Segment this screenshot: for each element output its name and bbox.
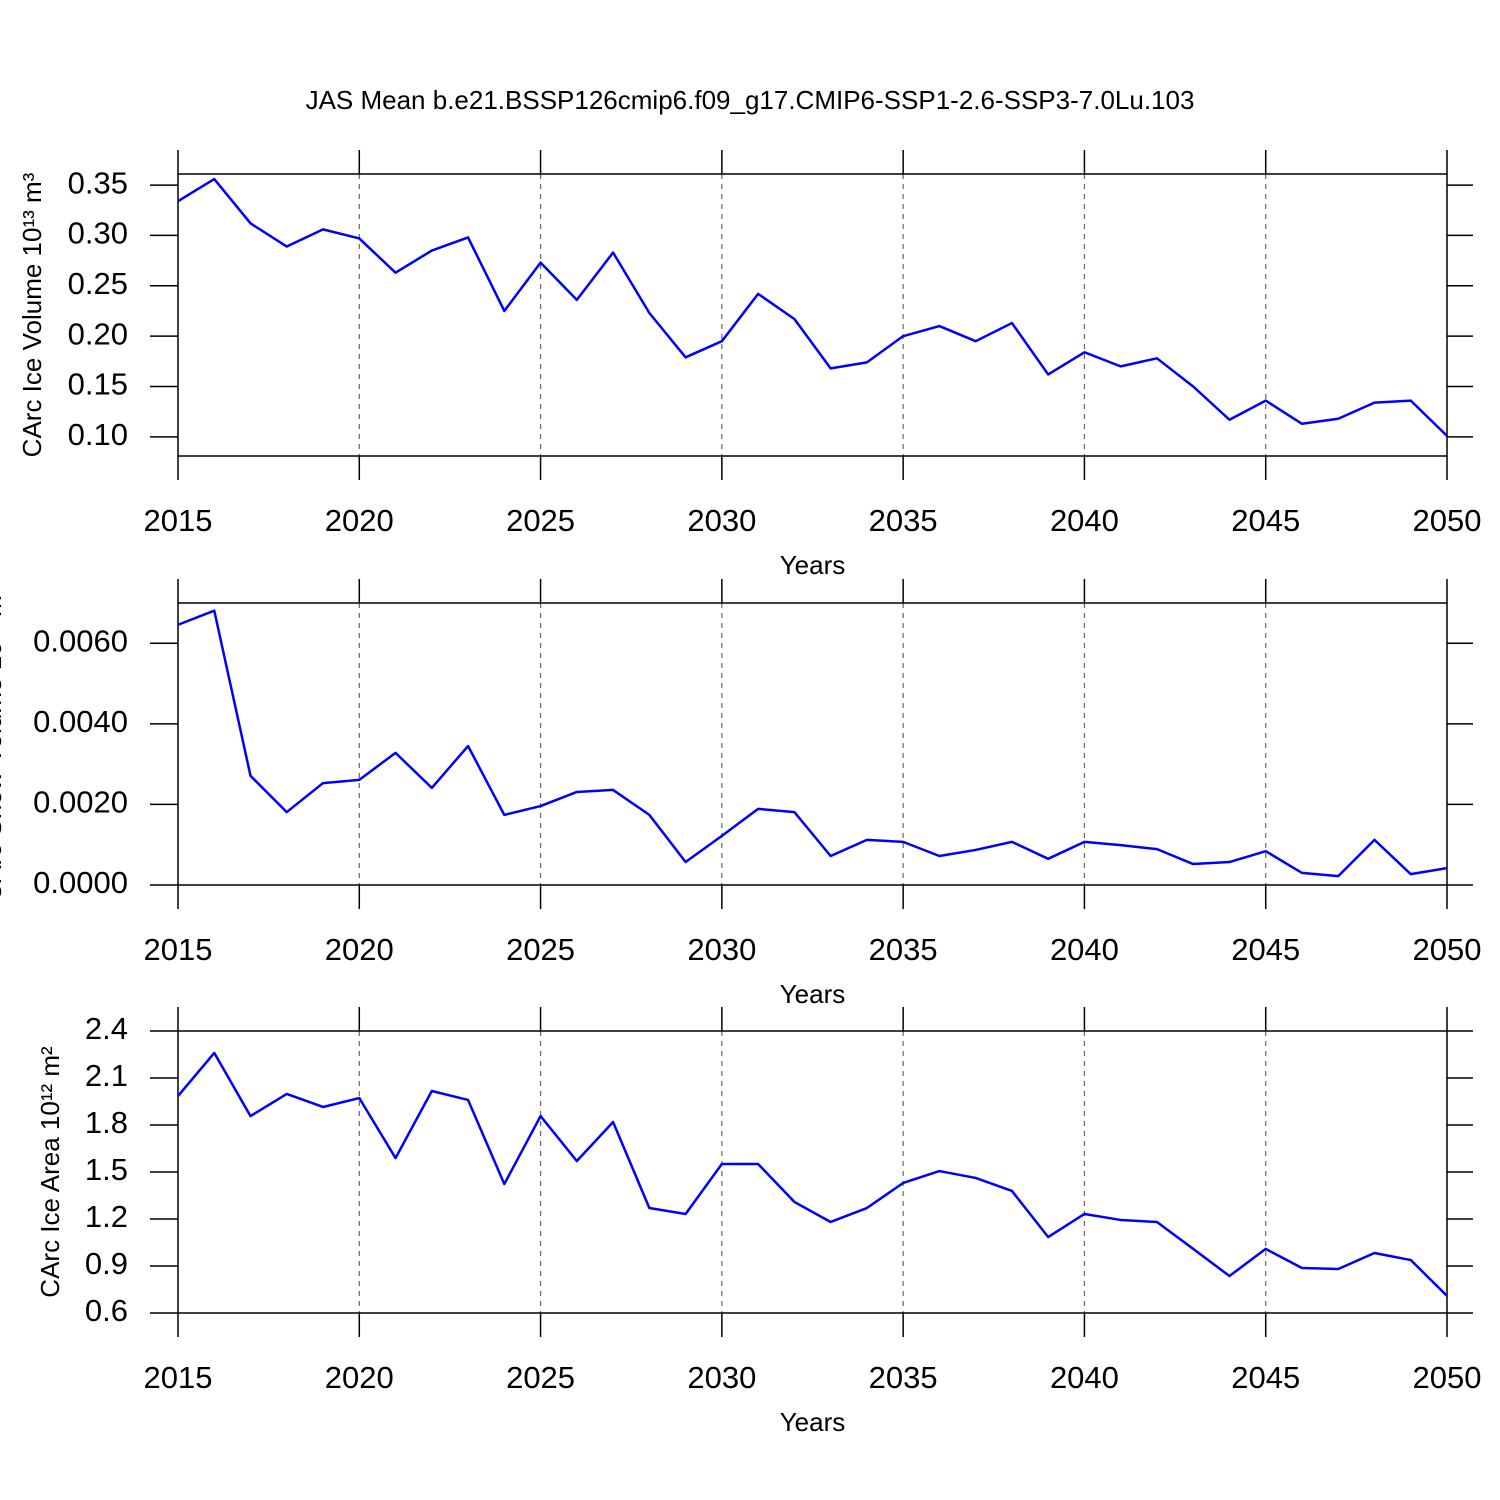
data-line [177,1051,1448,1297]
y-tick-label: 0.0000 [33,865,128,900]
x-tick-label: 2050 [1413,932,1482,967]
y-tick-label: 0.35 [68,165,128,200]
y-tick-label: 0.9 [85,1246,128,1281]
x-tick-label: 2025 [506,1360,575,1395]
x-axis-label: Years [780,979,846,1009]
x-axis-label: Years [780,550,846,580]
x-tick-label: 2020 [325,1360,394,1395]
y-tick-label: 0.6 [85,1293,128,1328]
x-tick-label: 2030 [687,1360,756,1395]
y-tick-label: 1.8 [85,1105,128,1140]
plot-frame [177,602,1448,886]
x-tick-label: 2020 [325,932,394,967]
x-tick-label: 2015 [144,1360,213,1395]
y-axis-label: CArc Ice Area 10¹² m² [35,1046,65,1298]
x-tick-label: 2015 [144,932,213,967]
y-tick-label: 1.5 [85,1152,128,1187]
x-tick-label: 2025 [506,932,575,967]
y-axis-label: CArc Ice Volume 10¹³ m³ [17,172,47,457]
x-tick-label: 2030 [687,503,756,538]
y-tick-label: 2.1 [85,1058,128,1093]
y-tick-label: 0.0020 [33,785,128,820]
x-tick-label: 2025 [506,503,575,538]
x-tick-label: 2020 [325,503,394,538]
x-tick-label: 2035 [869,1360,938,1395]
x-tick-label: 2045 [1231,932,1300,967]
y-tick-label: 1.2 [85,1199,128,1234]
x-tick-label: 2045 [1231,503,1300,538]
x-tick-label: 2045 [1231,1360,1300,1395]
chart-title: JAS Mean b.e21.BSSP126cmip6.f09_g17.CMIP… [306,85,1195,115]
y-tick-label: 0.10 [68,417,128,452]
plot-frame [177,1030,1448,1314]
y-tick-label: 0.15 [68,367,128,402]
x-tick-label: 2050 [1413,1360,1482,1395]
data-line [177,177,1448,437]
x-tick-label: 2040 [1050,1360,1119,1395]
y-axis-label: CArc Snow Volume 10¹³ m³ [0,586,7,901]
x-tick-label: 2040 [1050,503,1119,538]
data-line [177,609,1448,878]
x-tick-label: 2035 [869,932,938,967]
plot-frame [177,173,1448,457]
y-tick-label: 0.20 [68,316,128,351]
x-tick-label: 2015 [144,503,213,538]
x-tick-label: 2030 [687,932,756,967]
y-tick-label: 0.0060 [33,623,128,658]
x-tick-label: 2050 [1413,503,1482,538]
y-tick-label: 2.4 [85,1011,128,1046]
y-tick-label: 0.25 [68,266,128,301]
x-tick-label: 2035 [869,503,938,538]
x-tick-label: 2040 [1050,932,1119,967]
y-tick-label: 0.30 [68,216,128,251]
y-tick-label: 0.0040 [33,704,128,739]
x-axis-label: Years [780,1407,846,1437]
